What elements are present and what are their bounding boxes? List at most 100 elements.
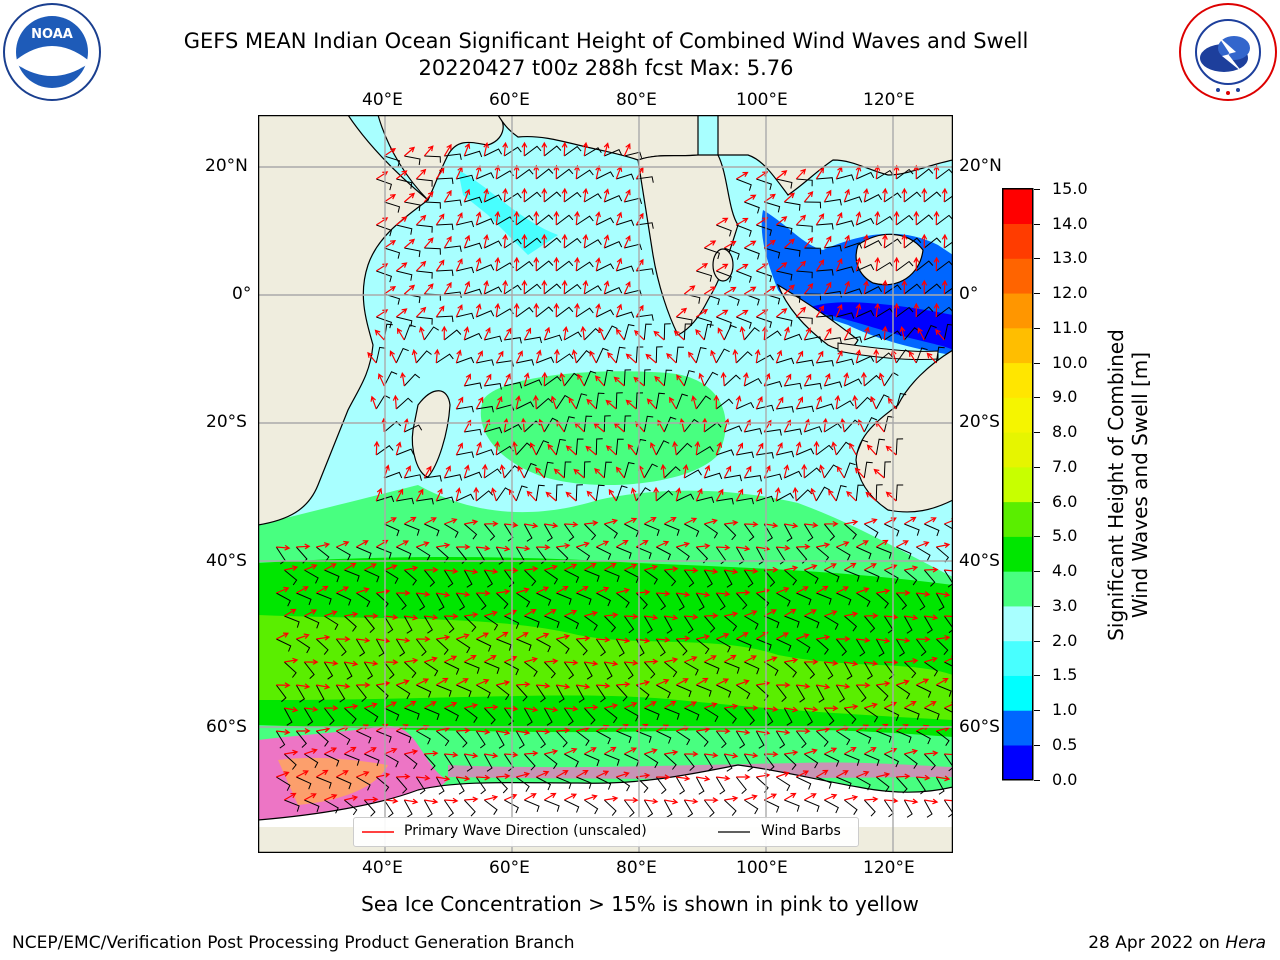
wind-barb: [315, 684, 325, 703]
wind-barb: [315, 638, 329, 655]
wave-arrow: [874, 164, 881, 180]
wave-arrow: [516, 587, 530, 594]
wind-barb: [804, 293, 822, 301]
wind-barb: [316, 592, 332, 605]
wind-barb: [416, 498, 434, 505]
wave-arrow: [844, 660, 859, 667]
wind-barb: [335, 730, 351, 746]
wind-barb: [715, 730, 727, 749]
wind-barb: [903, 283, 922, 295]
wind-barb: [603, 661, 613, 680]
wind-barb: [504, 615, 520, 629]
wind-barb: [523, 462, 537, 479]
wind-barb: [695, 592, 705, 611]
wind-barb: [903, 615, 913, 634]
wave-arrow: [516, 771, 531, 778]
wave-arrow: [615, 257, 623, 272]
wave-arrow: [623, 235, 631, 249]
wave-arrow: [502, 233, 509, 249]
wind-barb: [503, 569, 515, 588]
wave-arrow: [843, 234, 850, 249]
wave-arrow: [464, 611, 479, 618]
wave-arrow: [545, 491, 557, 502]
wave-arrow: [864, 518, 878, 525]
wave-arrow: [574, 164, 580, 180]
wave-arrow: [383, 239, 397, 249]
wave-arrow: [536, 682, 551, 689]
wind-barb: [416, 270, 433, 279]
wave-arrow: [624, 517, 638, 525]
lon-tick-bottom-40e: 40°E: [362, 858, 403, 878]
wind-barb: [856, 730, 872, 744]
wind-barb: [415, 350, 432, 364]
wave-arrow: [644, 798, 659, 805]
wave-arrow: [443, 235, 452, 249]
wind-barb: [283, 569, 298, 586]
wave-arrow: [804, 564, 818, 571]
wave-arrow: [899, 325, 906, 341]
colorbar-segment: [1002, 327, 1033, 364]
wind-barb: [444, 707, 459, 722]
wind-barb: [555, 484, 563, 502]
wave-arrow: [364, 660, 379, 667]
wave-arrow: [933, 210, 940, 226]
wind-barb: [515, 214, 534, 226]
wind-barb: [936, 684, 952, 697]
wind-barb: [535, 260, 554, 272]
wave-arrow: [396, 590, 411, 596]
wind-barb: [744, 247, 760, 260]
wave-arrow: [463, 654, 477, 663]
wind-barb: [636, 176, 654, 183]
colorbar-tick-label: 1.5: [1052, 665, 1078, 685]
wind-barb: [516, 401, 535, 410]
wave-arrow: [664, 798, 679, 805]
wind-barb: [396, 270, 413, 281]
wind-barb: [895, 484, 904, 502]
wave-arrow: [276, 544, 291, 551]
wave-arrow: [831, 441, 837, 456]
wind-barb: [744, 377, 763, 387]
wind-barb: [375, 346, 386, 364]
wind-barb: [663, 799, 673, 818]
wave-arrow: [836, 636, 851, 642]
wave-arrow: [565, 491, 577, 502]
wind-barb: [484, 194, 503, 203]
colorbar-tick-mark: [1034, 675, 1040, 677]
colorbar-segment: [1002, 640, 1033, 676]
wind-barb: [544, 334, 563, 341]
wave-arrow: [315, 585, 329, 594]
wind-barb: [543, 237, 562, 249]
wind-barb: [803, 523, 814, 542]
wind-barb: [764, 247, 781, 259]
wave-arrow: [855, 724, 870, 732]
wave-arrow: [866, 444, 877, 456]
wave-arrow: [504, 705, 519, 712]
wave-arrow: [903, 516, 917, 525]
wave-arrow: [876, 680, 891, 687]
wind-barb: [635, 592, 648, 610]
wind-barb: [415, 546, 431, 562]
wind-barb: [416, 316, 433, 325]
wind-barb: [555, 684, 565, 703]
wind-barb: [443, 799, 454, 818]
wave-arrow: [803, 191, 814, 203]
wind-barb: [895, 214, 914, 226]
legend-wave-label: Primary Wave Direction (unscaled): [404, 823, 647, 839]
wind-barb: [643, 569, 658, 585]
wind-barb: [375, 445, 394, 456]
wave-arrow: [476, 728, 491, 735]
wave-arrow: [783, 326, 790, 341]
colorbar-tick-mark: [1034, 571, 1040, 573]
wind-barb: [276, 776, 291, 791]
wind-barb: [715, 398, 734, 410]
wave-arrow: [944, 568, 953, 574]
wave-arrow: [584, 660, 599, 667]
wave-arrow: [435, 213, 445, 226]
wave-arrow: [524, 706, 539, 713]
wind-barb: [643, 463, 658, 479]
wind-barb: [535, 730, 546, 749]
wind-barb: [464, 196, 483, 204]
wind-barb: [435, 592, 445, 611]
wind-barb: [456, 684, 472, 698]
wave-arrow: [653, 486, 660, 502]
